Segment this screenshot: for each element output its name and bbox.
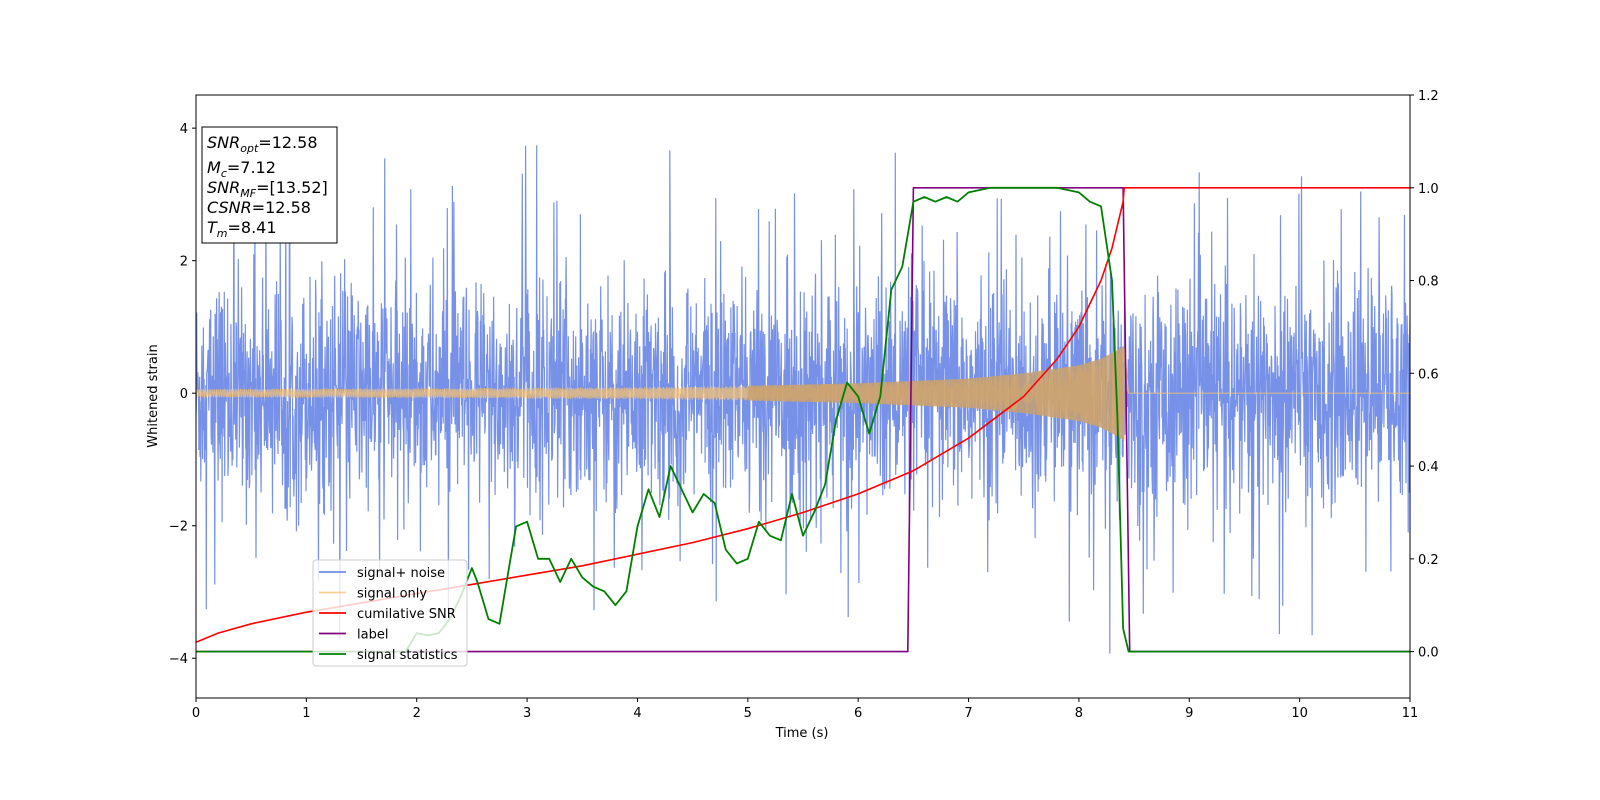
legend-label: cumilative SNR — [357, 607, 456, 622]
info-box-frame — [201, 126, 338, 244]
x-tick-label: 3 — [523, 706, 531, 721]
y-right-tick-label: 1.0 — [1418, 182, 1439, 197]
signal-statistics-line — [196, 186, 1410, 653]
x-tick-label: 7 — [964, 706, 972, 721]
y-right-tick-label: 0.8 — [1418, 275, 1439, 290]
y-left-tick-label: 4 — [180, 122, 188, 137]
y-right-tick-label: 0.4 — [1418, 460, 1439, 475]
info-line: SNRopt=12.58 — [207, 133, 318, 155]
x-tick-label: 11 — [1402, 706, 1419, 721]
legend: signal+ noise signal only cumilative SNR la… — [312, 559, 468, 667]
plot-frame — [195, 94, 1411, 699]
signal-only-envelope — [747, 345, 1125, 441]
x-tick-label: 9 — [1185, 706, 1193, 721]
info-box: SNRopt=12.58 Mc=7.12SNRMF=[13.52]CSNR=12.… — [201, 126, 338, 244]
y-axis-label: Whitened strain — [146, 344, 161, 447]
legend-label: signal statistics — [357, 648, 458, 663]
left-axis-ticks: −4 −2 0 2 4 — [169, 122, 196, 667]
info-line: Mc=7.12 — [207, 158, 276, 180]
signal-noise-line — [196, 145, 1410, 654]
legend-frame — [312, 559, 468, 667]
y-left-tick-label: −2 — [169, 520, 188, 535]
info-line: CSNR=12.58 — [207, 198, 311, 217]
x-tick-label: 0 — [192, 706, 200, 721]
info-line: Tm=8.41 — [207, 218, 277, 240]
x-axis-ticks: 0 1 2 3 4 5 6 7 8 9 10 11 — [192, 698, 1418, 721]
y-left-tick-label: −4 — [169, 652, 188, 667]
x-tick-label: 10 — [1291, 706, 1308, 721]
x-tick-label: 1 — [302, 706, 310, 721]
x-axis-label: Time (s) — [775, 726, 829, 741]
y-right-tick-label: 0.6 — [1418, 367, 1439, 382]
y-right-tick-label: 1.2 — [1418, 89, 1439, 104]
x-tick-label: 6 — [854, 706, 862, 721]
info-line: SNRMF=[13.52] — [207, 178, 328, 200]
right-axis-ticks: 0.0 0.2 0.4 0.6 0.8 1.0 1.2 — [1410, 89, 1439, 661]
x-tick-label: 2 — [413, 706, 421, 721]
x-tick-label: 5 — [744, 706, 752, 721]
signal-only-series — [196, 345, 1410, 441]
y-left-tick-label: 2 — [180, 255, 188, 270]
legend-label: label — [357, 628, 388, 643]
y-right-tick-label: 0.2 — [1418, 553, 1439, 568]
x-tick-label: 4 — [633, 706, 641, 721]
y-left-tick-label: 0 — [180, 387, 188, 402]
legend-label: signal only — [357, 587, 427, 602]
x-tick-label: 8 — [1075, 706, 1083, 721]
y-right-tick-label: 0.0 — [1418, 646, 1439, 661]
legend-label: signal+ noise — [357, 566, 445, 581]
signal-noise-series — [196, 145, 1410, 654]
